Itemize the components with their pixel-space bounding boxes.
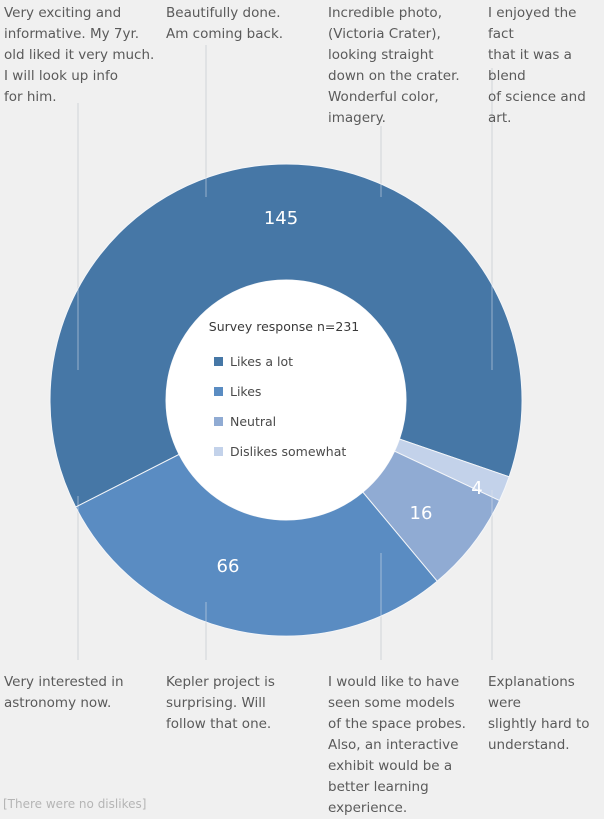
legend-item-likes-swatch <box>214 387 223 396</box>
label-likes-a-lot: 145 <box>264 208 298 229</box>
legend-item-likes-a-lot-swatch <box>214 357 223 366</box>
label-dislikes-somewhat: 4 <box>471 478 482 499</box>
label-likes: 66 <box>217 556 240 577</box>
comment-7: I would like to have seen some models of… <box>328 674 466 816</box>
legend-item-dislikes-somewhat-label: Dislikes somewhat <box>230 444 346 459</box>
legend-item-likes-label: Likes <box>230 384 261 399</box>
comment-6: Kepler project is surprising. Will follo… <box>166 674 275 732</box>
legend-item-dislikes-somewhat-swatch <box>214 447 223 456</box>
legend-item-neutral-swatch <box>214 417 223 426</box>
legend-item-neutral-label: Neutral <box>230 414 276 429</box>
comment-1: Very exciting and informative. My 7yr. o… <box>4 5 155 105</box>
comment-3: Incredible photo, (Victoria Crater), loo… <box>328 5 460 126</box>
no-dislikes-note: [There were no dislikes] <box>3 797 147 811</box>
label-neutral: 16 <box>410 503 433 524</box>
comment-8: Explanations were slightly hard to under… <box>488 674 590 753</box>
comment-2: Beautifully done. Am coming back. <box>166 5 284 42</box>
comment-4: I enjoyed the fact that it was a blend o… <box>488 5 586 126</box>
legend-title: Survey response n=231 <box>209 319 359 334</box>
legend-item-likes-a-lot-label: Likes a lot <box>230 354 293 369</box>
donut-hole <box>166 280 406 520</box>
comment-5: Very interested in astronomy now. <box>4 674 124 711</box>
